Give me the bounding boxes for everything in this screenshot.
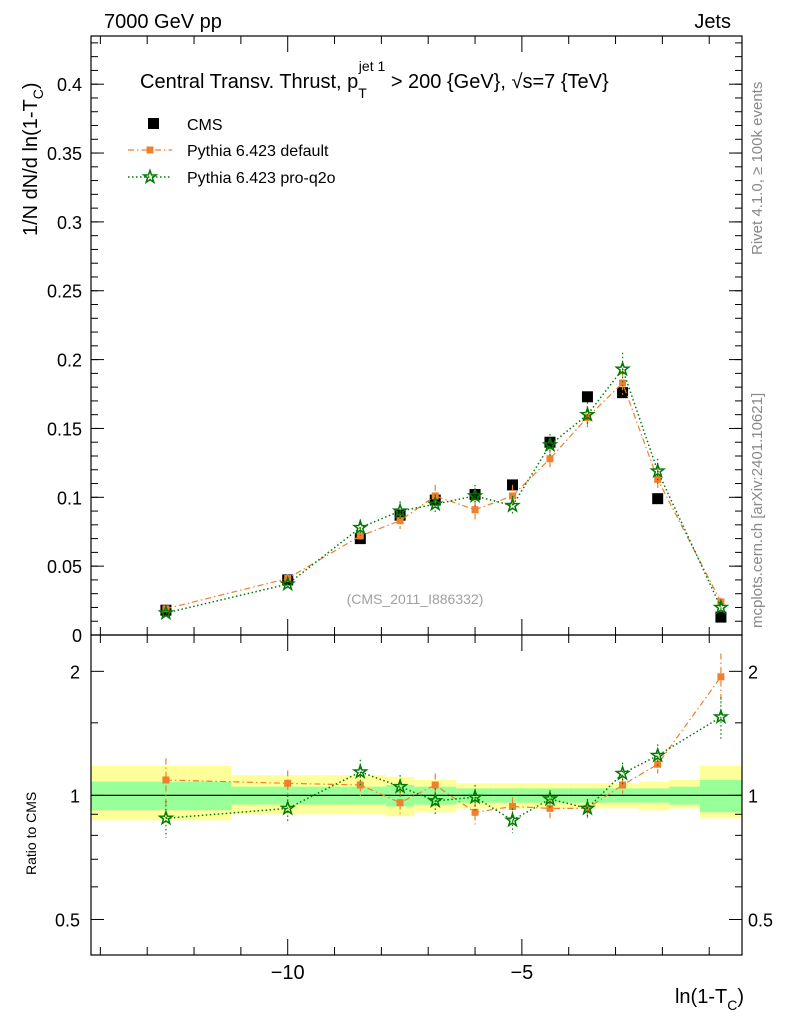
ratio-point-default (162, 776, 170, 784)
main-point-pro (391, 502, 409, 519)
x-axis-label: ln(1-TC) (675, 986, 744, 1013)
ratio-point-pro (391, 777, 409, 794)
ratio-point-default (396, 799, 404, 807)
ratio-band-inner (699, 779, 742, 813)
legend-label-pro: Pythia 6.423 pro-q2o (187, 170, 336, 187)
legend: CMS Pythia 6.423 default Pythia 6.423 pr… (128, 117, 336, 187)
y-axis-label: 1/N dN/d ln(1-TC) (20, 82, 46, 236)
main-point-pro (504, 496, 521, 513)
ratio-point-pro (351, 763, 369, 780)
main-point-pro (712, 598, 730, 615)
main-point-pro (426, 495, 444, 512)
ratio-y-tick-label-right: 1 (748, 786, 758, 806)
x-tick-label: −10 (271, 962, 305, 984)
main-point-default (396, 517, 404, 525)
y-tick-label: 0 (72, 626, 82, 646)
x-axis-label-main: ln(1-T (675, 986, 727, 1008)
ratio-point-pro (466, 788, 484, 805)
main-point-default (619, 379, 627, 387)
main-point-pro (614, 360, 631, 377)
main-line-pro (165, 367, 722, 614)
ratio-y-tick-label-right: 2 (748, 662, 758, 682)
legend-label-cms: CMS (187, 117, 223, 134)
main-point-pro (351, 518, 369, 535)
y-tick-label: 0.4 (57, 75, 82, 95)
plot-title-sup: jet 1 (358, 58, 386, 74)
main-point-pro (279, 575, 297, 592)
y-tick-label: 0.3 (57, 213, 82, 233)
ratio-point-pro (614, 764, 631, 781)
y-tick-label: 0.1 (57, 488, 82, 508)
ratio-y-axis-label: Ratio to CMS (23, 792, 39, 875)
data-point-cms (581, 391, 593, 403)
main-point-pro (157, 604, 175, 621)
y-tick-label: 0.25 (47, 282, 82, 302)
main-point-pro (466, 487, 484, 504)
main-panel-marks (157, 352, 730, 623)
main-point-pro (541, 436, 559, 453)
ratio-point-pro (504, 811, 521, 828)
x-tick-label: −5 (510, 962, 533, 984)
ratio-point-default (471, 808, 479, 816)
ratio-point-pro (157, 809, 175, 826)
y-axis-label-sub: C (30, 89, 46, 99)
ratio-point-pro (426, 792, 444, 808)
ratio-point-pro (649, 746, 667, 763)
ratio-point-pro (541, 790, 559, 807)
main-point-pro (579, 405, 596, 422)
ratio-point-default (284, 779, 292, 787)
process-label: Jets (694, 11, 731, 33)
y-axis-label-close: ) (20, 82, 42, 89)
plot-title-suffix: > 200 {GeV}, √s=7 {TeV} (385, 71, 609, 93)
main-point-default (471, 506, 479, 514)
ratio-point-default (431, 781, 439, 789)
ratio-point-pro (279, 799, 297, 816)
ratio-y-tick-label-right: 0.5 (748, 910, 773, 930)
data-point-cms (617, 387, 629, 399)
legend-label-default: Pythia 6.423 default (187, 143, 329, 160)
legend-marker-default (146, 146, 154, 154)
energy-label: 7000 GeV pp (104, 11, 222, 33)
x-axis-label-sub: C (727, 997, 737, 1013)
mcplots-label: mcplots.cern.ch [arXiv:2401.10621] (749, 393, 766, 628)
plot-title-sub: T (358, 85, 367, 101)
ratio-point-pro (712, 708, 730, 725)
rivet-label: Rivet 4.1.0, ≥ 100k events (749, 82, 766, 255)
ratio-point-default (546, 804, 554, 812)
legend-marker-cms (148, 118, 159, 129)
main-line-default (165, 381, 722, 610)
ratio-point-default (654, 760, 662, 768)
ratio-y-tick-label: 0.5 (55, 910, 80, 930)
main-point-default (546, 455, 554, 463)
ratio-point-default (717, 673, 725, 681)
ratio-y-tick-label: 2 (70, 662, 80, 682)
legend-marker-pro (141, 168, 159, 185)
ratio-y-tick-label: 1 (70, 786, 80, 806)
ratio-point-pro (579, 799, 596, 816)
ratio-point-default (509, 802, 517, 810)
axes: 0 0.05 0.1 0.15 0.2 0.25 0.3 0.35 0.4 0.5 0.5 1 1 2 2 −… (47, 35, 773, 984)
main-point-pro (649, 462, 667, 479)
ratio-point-default (619, 781, 627, 789)
data-point-cms (715, 611, 727, 623)
y-axis-label-main: 1/N dN/d ln(1-T (20, 99, 42, 236)
x-axis-label-close: ) (737, 986, 744, 1008)
data-point-cms (652, 493, 664, 505)
data-point-cms (469, 489, 481, 501)
y-tick-label: 0.35 (47, 144, 82, 164)
y-tick-label: 0.15 (47, 419, 82, 439)
ratio-line-default (165, 676, 722, 813)
y-tick-label: 0.05 (47, 557, 82, 577)
y-tick-label: 0.2 (57, 351, 82, 371)
analysis-id: (CMS_2011_I886332) (347, 591, 484, 607)
main-point-default (162, 605, 170, 613)
ratio-panel (91, 653, 742, 838)
plot-title-prefix: Central Transv. Thrust, p (140, 71, 358, 93)
plot-title: Central Transv. Thrust, pTjet 1 > 200 {G… (140, 58, 609, 101)
